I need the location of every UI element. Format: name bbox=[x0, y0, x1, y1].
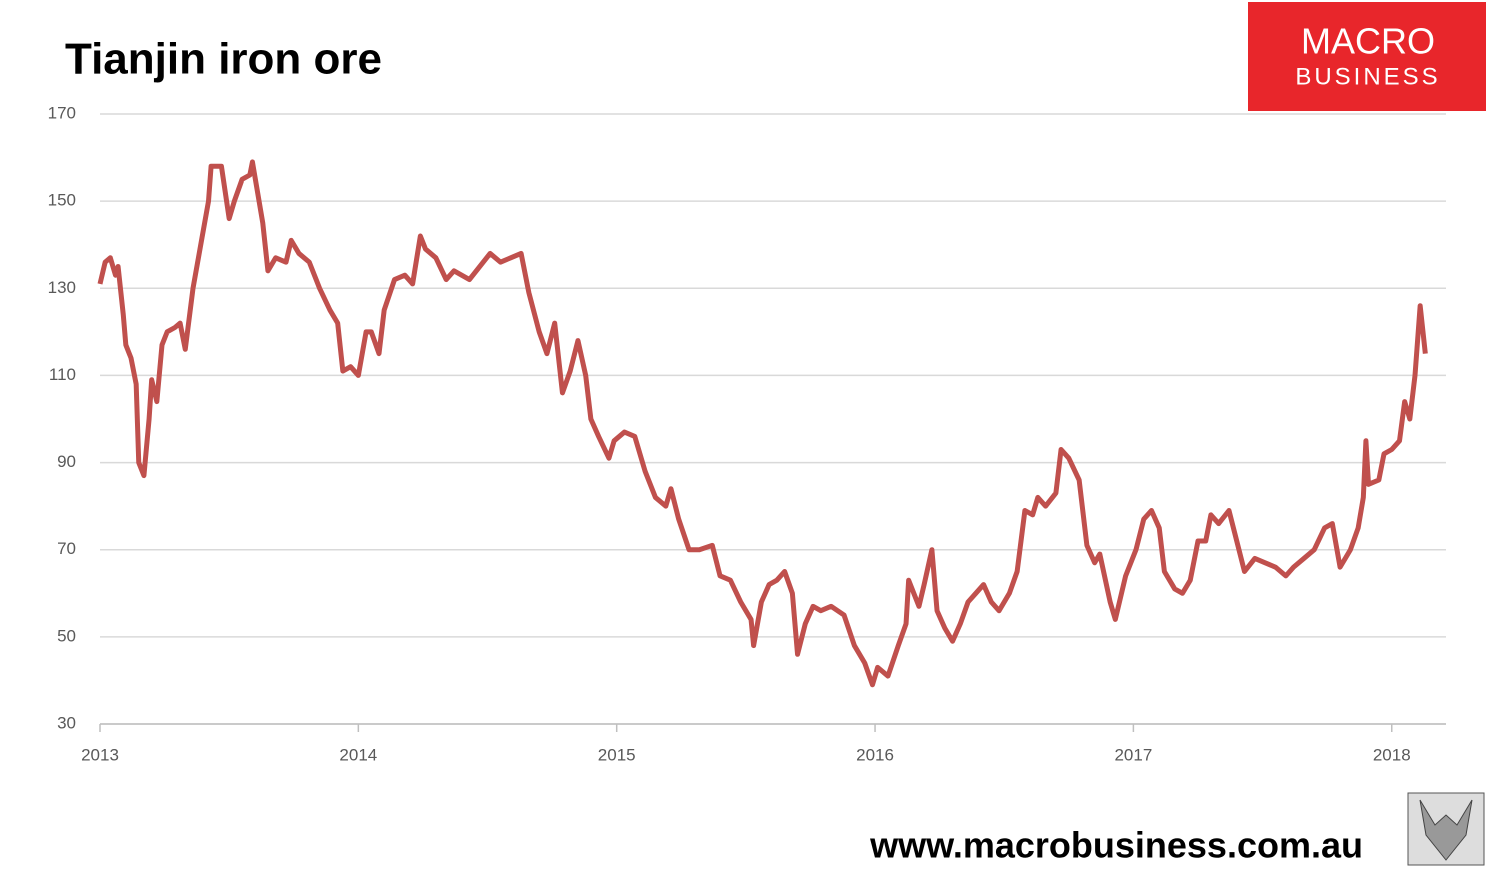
y-tick-label: 70 bbox=[57, 539, 76, 558]
logo-box bbox=[1248, 2, 1486, 111]
website: www.macrobusiness.com.au bbox=[869, 825, 1363, 866]
x-tick-label: 2017 bbox=[1114, 745, 1152, 764]
logo-text: BUSINESS bbox=[1295, 63, 1440, 90]
y-tick-label: 50 bbox=[57, 626, 76, 645]
fox-icon bbox=[1419, 799, 1473, 861]
logo-text: MACRO bbox=[1301, 21, 1435, 62]
x-tick-label: 2013 bbox=[81, 745, 119, 764]
x-tick-label: 2018 bbox=[1373, 745, 1411, 764]
y-tick-label: 90 bbox=[57, 452, 76, 471]
x-tick-label: 2014 bbox=[339, 745, 377, 764]
y-tick-label: 30 bbox=[57, 713, 76, 732]
y-tick-label: 130 bbox=[48, 278, 76, 297]
chart-title: Tianjin iron ore bbox=[65, 35, 382, 84]
y-tick-label: 170 bbox=[48, 103, 76, 122]
x-tick-label: 2015 bbox=[598, 745, 636, 764]
y-tick-label: 150 bbox=[48, 191, 76, 210]
line-series bbox=[97, 159, 1428, 688]
x-tick-label: 2016 bbox=[856, 745, 894, 764]
y-tick-label: 110 bbox=[49, 365, 76, 384]
